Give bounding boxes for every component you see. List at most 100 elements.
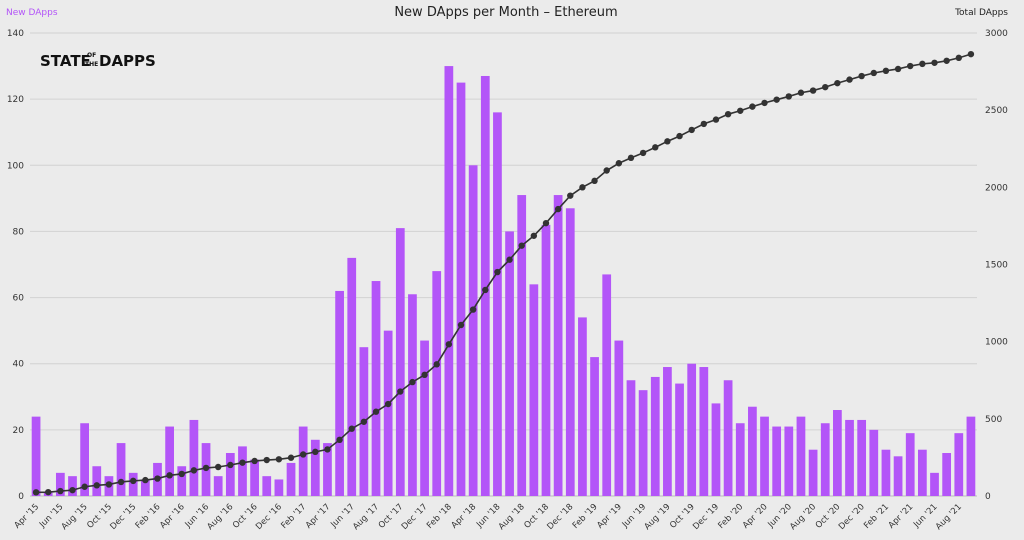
total-dapps-point (409, 378, 416, 386)
bar-jul-20 (796, 416, 806, 496)
bar-sep-17 (383, 330, 393, 496)
total-dapps-point (469, 306, 477, 313)
state-of-the-dapps-logo: STATE OF THE DAPPS (40, 52, 156, 70)
total-dapps-point (652, 144, 659, 151)
left-y-tick-label: 0 (18, 492, 24, 502)
total-dapps-point (809, 87, 817, 94)
chart-title: New DApps per Month – Ethereum (394, 5, 617, 20)
bar-jan-20 (723, 380, 733, 496)
bar-nov-16 (262, 476, 272, 496)
total-dapps-point (275, 456, 283, 463)
total-dapps-point (69, 486, 76, 494)
bar-may-16 (189, 419, 199, 496)
total-dapps-point (93, 482, 100, 489)
total-dapps-point (579, 184, 586, 191)
bar-feb-17 (298, 426, 308, 496)
bar-apr-19 (614, 340, 624, 496)
bar-apr-18 (468, 165, 478, 497)
left-y-axis: 0 20 40 60 80 100 120 140 (7, 29, 24, 502)
total-dapps-point (324, 446, 331, 453)
bar-jan-18 (432, 271, 442, 496)
bar-may-18 (480, 75, 490, 497)
left-y-tick-label: 140 (7, 29, 24, 39)
bar-jun-19 (638, 390, 648, 496)
total-dapps-point (931, 59, 938, 66)
total-dapps-point (639, 149, 647, 157)
left-y-tick-label: 100 (7, 161, 24, 171)
bar-nov-20 (845, 419, 854, 496)
total-dapps-point (372, 408, 380, 415)
bar-may-17 (335, 290, 344, 496)
right-y-tick-label: 500 (985, 415, 1002, 425)
bar-apr-20 (760, 416, 769, 496)
bar-nov-17 (408, 294, 417, 496)
total-dapps-point (445, 341, 453, 348)
total-dapps-point (724, 110, 732, 118)
total-dapps-point (384, 400, 392, 408)
bar-feb-18 (444, 66, 454, 496)
total-dapps-point (227, 461, 234, 469)
bar-jul-21 (942, 453, 952, 496)
total-dapps-point (773, 96, 780, 103)
total-dapps-point (506, 256, 513, 263)
left-y-tick-label: 40 (13, 360, 25, 370)
bar-oct-16 (250, 459, 259, 496)
total-dapps-point (214, 463, 222, 471)
bar-jul-19 (650, 376, 660, 496)
left-y-tick-label: 80 (13, 227, 25, 237)
bar-sep-19 (675, 383, 684, 496)
total-dapps-point (142, 476, 149, 484)
right-axis-label: Total DApps (954, 8, 1008, 18)
bar-mar-18 (456, 82, 466, 497)
bar-jun-20 (784, 426, 794, 496)
bar-dec-18 (565, 208, 575, 496)
total-dapps-point (166, 472, 173, 479)
bar-apr-16 (177, 466, 187, 496)
bar-oct-20 (833, 410, 842, 496)
line-series-total-dapps (32, 50, 975, 496)
bar-oct-18 (541, 224, 551, 496)
total-dapps-point (955, 54, 962, 62)
total-dapps-point (130, 477, 137, 485)
total-dapps-point (178, 470, 185, 478)
bar-dec-19 (711, 403, 721, 496)
total-dapps-point (299, 451, 307, 458)
left-y-tick-label: 60 (13, 294, 25, 304)
bar-jul-16 (213, 476, 223, 496)
total-dapps-point (870, 69, 877, 77)
total-dapps-point (482, 286, 489, 294)
left-y-tick-label: 20 (13, 426, 25, 436)
total-dapps-point (967, 50, 975, 58)
total-dapps-point (57, 487, 64, 495)
bar-feb-19 (590, 357, 599, 496)
total-dapps-point (105, 481, 113, 488)
bar-aug-17 (371, 281, 381, 496)
bar-jun-18 (493, 112, 502, 497)
logo-state: STATE (40, 52, 91, 70)
right-y-tick-label: 2500 (985, 106, 1008, 116)
right-y-tick-label: 1000 (985, 338, 1008, 348)
bar-apr-15 (31, 416, 41, 496)
total-dapps-point (312, 448, 319, 456)
total-dapps-point (761, 99, 768, 107)
bar-mar-16 (165, 426, 174, 496)
total-dapps-point (397, 388, 404, 395)
total-dapps-point (858, 72, 865, 80)
total-dapps-point (32, 489, 40, 496)
right-y-axis: 0 500 1000 1500 2000 2500 3000 (985, 29, 1008, 502)
bar-apr-21 (905, 433, 915, 496)
total-dapps-point (797, 89, 805, 96)
total-dapps-point (615, 160, 623, 167)
total-dapps-point (894, 65, 902, 73)
total-dapps-point (348, 425, 355, 432)
bar-aug-20 (808, 449, 818, 496)
bar-nov-15 (116, 443, 126, 496)
total-dapps-point (834, 79, 841, 87)
left-axis-label: New DApps (6, 8, 58, 18)
right-y-tick-label: 3000 (985, 29, 1008, 39)
bar-may-21 (917, 449, 927, 496)
total-dapps-point (737, 107, 744, 114)
logo-of: OF (87, 52, 96, 59)
logo-dapps: DAPPS (99, 52, 156, 70)
bar-sep-20 (820, 423, 830, 496)
